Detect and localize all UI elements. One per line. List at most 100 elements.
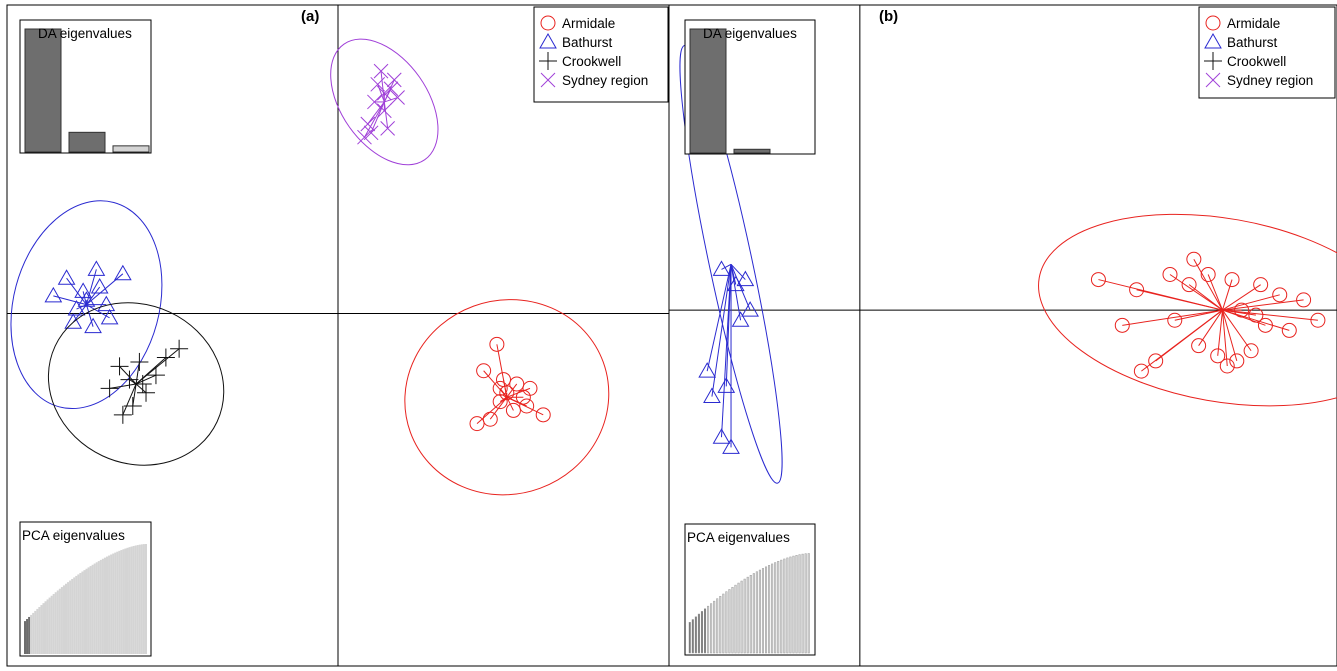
pca-eigenvalue-bar bbox=[87, 567, 90, 654]
point-armidale bbox=[1310, 312, 1326, 328]
point-sydney bbox=[376, 85, 392, 101]
point-armidale bbox=[1167, 312, 1183, 328]
point-armidale-shape bbox=[1129, 282, 1145, 298]
inset-pca-eigenvalues: PCA eigenvalues bbox=[19, 521, 152, 657]
point-sydney bbox=[357, 129, 372, 145]
point-armidale-shape bbox=[1257, 317, 1273, 333]
legend-marker-sydney bbox=[540, 72, 556, 88]
pca-eigenvalue-bar bbox=[798, 554, 801, 654]
pca-eigenvalue-bar bbox=[783, 558, 786, 654]
point-crookwell bbox=[123, 397, 142, 416]
legend-marker-bathurst bbox=[539, 32, 557, 49]
dapc-panel-b: (b) Armidale Bathurst Crookwell Sydney regio… bbox=[668, 4, 1337, 667]
group-bathurst bbox=[10, 200, 163, 410]
point-crookwell bbox=[156, 348, 175, 367]
point-bathurst-shape bbox=[84, 317, 102, 334]
spider-line-crookwell bbox=[129, 379, 137, 385]
spider-line-bathurst bbox=[72, 304, 87, 323]
legend-label-bathurst: Bathurst bbox=[562, 35, 613, 50]
spider-line-armidale bbox=[1222, 309, 1238, 362]
pca-eigenvalue-bar bbox=[36, 608, 39, 654]
point-bathurst bbox=[84, 317, 102, 334]
point-armidale bbox=[1248, 307, 1264, 323]
pca-eigenvalue-bar bbox=[801, 553, 804, 654]
point-bathurst bbox=[703, 387, 721, 404]
pca-eigenvalue-bar bbox=[774, 562, 777, 654]
spider-line-armidale bbox=[1222, 279, 1233, 311]
pca-eigenvalue-bar bbox=[89, 566, 92, 654]
inset-da-title: DA eigenvalues bbox=[703, 26, 797, 41]
inset-da-title: DA eigenvalues bbox=[38, 26, 132, 41]
point-bathurst bbox=[64, 313, 83, 329]
pca-eigenvalue-bar bbox=[52, 593, 55, 654]
pca-eigenvalue-bar bbox=[24, 621, 27, 654]
pca-eigenvalue-bar bbox=[688, 622, 691, 654]
point-bathurst bbox=[741, 301, 759, 317]
pca-eigenvalue-bar bbox=[138, 544, 141, 654]
pca-eigenvalue-bar bbox=[103, 557, 106, 654]
point-bathurst-shape bbox=[741, 301, 759, 317]
group-sydney bbox=[330, 38, 439, 166]
point-armidale bbox=[535, 407, 551, 423]
ellipse-sydney bbox=[330, 38, 439, 166]
legend-box bbox=[1198, 6, 1336, 99]
point-armidale bbox=[1281, 322, 1297, 338]
inset-pca-title: PCA eigenvalues bbox=[22, 528, 125, 543]
point-bathurst bbox=[67, 300, 86, 316]
pca-eigenvalue-bar bbox=[30, 614, 33, 654]
pca-eigenvalue-bar bbox=[40, 605, 43, 654]
point-armidale bbox=[505, 402, 521, 418]
spider-line-bathurst bbox=[82, 291, 87, 305]
point-armidale bbox=[522, 380, 538, 396]
point-armidale-shape bbox=[1148, 353, 1164, 369]
legend-marker-bathurst-shape bbox=[539, 32, 557, 49]
point-sydney bbox=[370, 76, 386, 92]
spider-line-armidale bbox=[1222, 309, 1256, 316]
point-armidale-shape bbox=[1229, 353, 1245, 369]
pca-eigenvalue-bar bbox=[713, 600, 716, 654]
pca-eigenvalue-bar bbox=[807, 553, 810, 654]
point-bathurst-shape bbox=[57, 269, 76, 285]
point-armidale-shape bbox=[519, 398, 535, 414]
point-armidale-shape bbox=[1191, 338, 1207, 354]
pca-eigenvalue-bar bbox=[46, 599, 49, 654]
spider-line-bathurst bbox=[730, 263, 746, 280]
point-sydney-d2 bbox=[360, 116, 376, 132]
pca-eigenvalue-bar bbox=[95, 562, 98, 654]
point-armidale-shape bbox=[1234, 302, 1250, 318]
pca-eigenvalue-bar bbox=[38, 606, 41, 654]
pca-eigenvalue-bar bbox=[108, 555, 111, 654]
pca-eigenvalue-bar bbox=[707, 605, 710, 654]
pca-eigenvalue-bar bbox=[771, 563, 774, 654]
point-sydney bbox=[390, 90, 405, 105]
legend-marker-armidale bbox=[1205, 15, 1221, 31]
point-bathurst-shape bbox=[64, 313, 83, 329]
point-armidale bbox=[1129, 282, 1145, 298]
point-sydney-d2 bbox=[386, 72, 402, 88]
point-armidale bbox=[1133, 363, 1149, 379]
point-armidale bbox=[1257, 317, 1273, 333]
point-armidale bbox=[1229, 353, 1245, 369]
pca-eigenvalue-bar bbox=[83, 570, 86, 654]
point-bathurst bbox=[44, 286, 63, 303]
group-bathurst bbox=[679, 44, 783, 484]
point-armidale-shape bbox=[492, 394, 508, 410]
point-bathurst-shape bbox=[731, 311, 750, 327]
point-armidale bbox=[1243, 343, 1259, 359]
spider-line-bathurst bbox=[76, 304, 87, 310]
pca-eigenvalue-bar bbox=[110, 554, 113, 654]
point-crookwell bbox=[130, 352, 149, 371]
spider-line-armidale bbox=[1222, 284, 1261, 311]
point-armidale bbox=[1114, 317, 1130, 333]
spider-line-armidale bbox=[1217, 310, 1223, 356]
point-armidale-shape bbox=[505, 402, 521, 418]
legend-label-sydney: Sydney region bbox=[562, 73, 648, 88]
legend: Armidale Bathurst Crookwell Sydney region bbox=[533, 6, 669, 103]
pca-eigenvalue-bar bbox=[118, 550, 121, 654]
legend-marker-armidale bbox=[540, 15, 556, 31]
pca-eigenvalue-bar bbox=[704, 608, 707, 654]
pca-eigenvalue-bar bbox=[67, 582, 70, 654]
da-eigenvalue-bar bbox=[689, 28, 727, 154]
point-sydney-d2 bbox=[390, 90, 405, 105]
